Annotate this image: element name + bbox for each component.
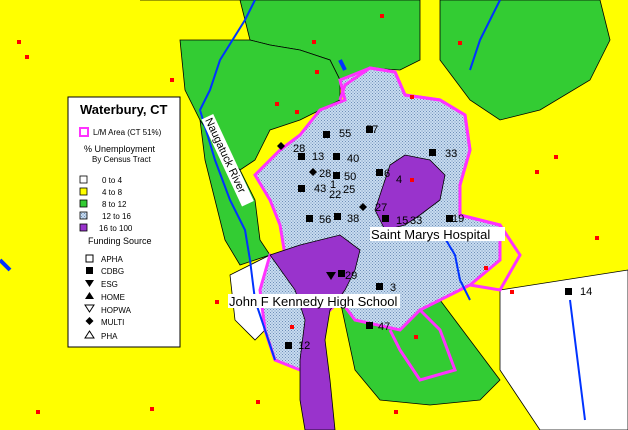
- tract-0-4-east: [499, 269, 628, 430]
- site-label: 19: [452, 213, 464, 225]
- lm-area-outline-south: [388, 308, 457, 382]
- site-label: 13: [312, 151, 324, 163]
- river-southeast: [569, 299, 586, 421]
- site-label: 29: [345, 270, 357, 282]
- site-label: 12: [298, 340, 310, 352]
- site-label: 28: [319, 168, 331, 180]
- site-label: 33: [445, 148, 457, 160]
- open-square-icon: [85, 254, 94, 263]
- river-northeast: [469, 0, 501, 71]
- funding-label: ESG: [101, 280, 118, 289]
- filled-up-triangle-icon: [85, 292, 94, 299]
- bin-label: 8 to 12: [102, 200, 127, 209]
- funding-label: PHA: [101, 332, 118, 341]
- open-up-triangle-icon: [84, 330, 95, 339]
- site-label: 3: [390, 282, 396, 294]
- site-label: 40: [347, 153, 359, 165]
- river-west-edge: [0, 258, 12, 272]
- tract-16-100-east: [374, 154, 446, 231]
- site-label: 57: [366, 124, 378, 136]
- site-label: 55: [339, 128, 351, 140]
- filled-down-triangle-icon: [85, 280, 94, 287]
- site-label: 4: [396, 174, 402, 186]
- tract-16-100-south: [269, 234, 361, 430]
- site-label: 1: [330, 179, 336, 191]
- filled-diamond-icon: [85, 317, 94, 325]
- site-label: 50: [344, 171, 356, 183]
- funding-title: Funding Source: [88, 236, 152, 246]
- river-north-top: [338, 59, 347, 71]
- bin-label: 12 to 16: [102, 212, 131, 221]
- lm-area-outline-north: [338, 66, 472, 186]
- lm-area-label: L/M Area (CT 51%): [93, 128, 162, 137]
- funding-label: HOPWA: [101, 306, 132, 315]
- bin-12-16-swatch: [79, 211, 88, 220]
- school-label: John F Kennedy High School: [228, 294, 400, 309]
- lm-area-outline-east: [459, 213, 522, 292]
- site-label: 56: [319, 214, 331, 226]
- site-label: 27: [375, 202, 387, 214]
- site-label: 14: [580, 286, 592, 298]
- esg-marker: [326, 272, 336, 280]
- open-down-triangle-icon: [84, 304, 95, 313]
- unemp-subtitle: By Census Tract: [92, 155, 151, 164]
- cdbg-markers: [285, 126, 572, 349]
- bin-8-12-swatch: [79, 199, 88, 208]
- site-label: 47: [378, 321, 390, 333]
- legend-title: Waterbury, CT: [80, 102, 167, 117]
- unemp-title: % Unemployment: [84, 144, 156, 154]
- river-east-branch: [439, 229, 471, 301]
- site-label: 6: [384, 168, 390, 180]
- bin-label: 0 to 4: [102, 176, 123, 185]
- funding-label: CDBG: [101, 267, 124, 276]
- hospital-label-text: Saint Marys Hospital: [371, 227, 490, 242]
- bin-label: 4 to 8: [102, 188, 123, 197]
- site-label: 43: [314, 183, 326, 195]
- filled-square-icon: [86, 267, 93, 274]
- lm-area-swatch: [79, 127, 89, 137]
- school-label-text: John F Kennedy High School: [229, 294, 397, 309]
- site-labels: 55 57 28 13 40 33 50 6 4 28 43 1 25 22 2…: [293, 124, 592, 352]
- multi-markers: [277, 142, 367, 211]
- funding-label: HOME: [101, 293, 125, 302]
- site-label: 33: [410, 215, 422, 227]
- site-label: 28: [293, 143, 305, 155]
- funding-label: MULTI: [101, 318, 124, 327]
- site-label: 38: [347, 213, 359, 225]
- site-label: 15: [396, 215, 408, 227]
- site-label: 22: [329, 189, 341, 201]
- pha-markers: [17, 14, 599, 414]
- bin-0-4-swatch: [79, 175, 88, 184]
- bin-4-8-swatch: [79, 187, 88, 196]
- site-label: 25: [343, 184, 355, 196]
- funding-label: APHA: [101, 255, 123, 264]
- bin-label: 16 to 100: [99, 224, 133, 233]
- tract-8-12-northeast: [439, 0, 611, 121]
- hospital-label: Saint Marys Hospital: [370, 227, 505, 242]
- legend: Waterbury, CT L/M Area (CT 51%) % Unempl…: [67, 96, 181, 348]
- bin-16-100-swatch: [79, 223, 88, 232]
